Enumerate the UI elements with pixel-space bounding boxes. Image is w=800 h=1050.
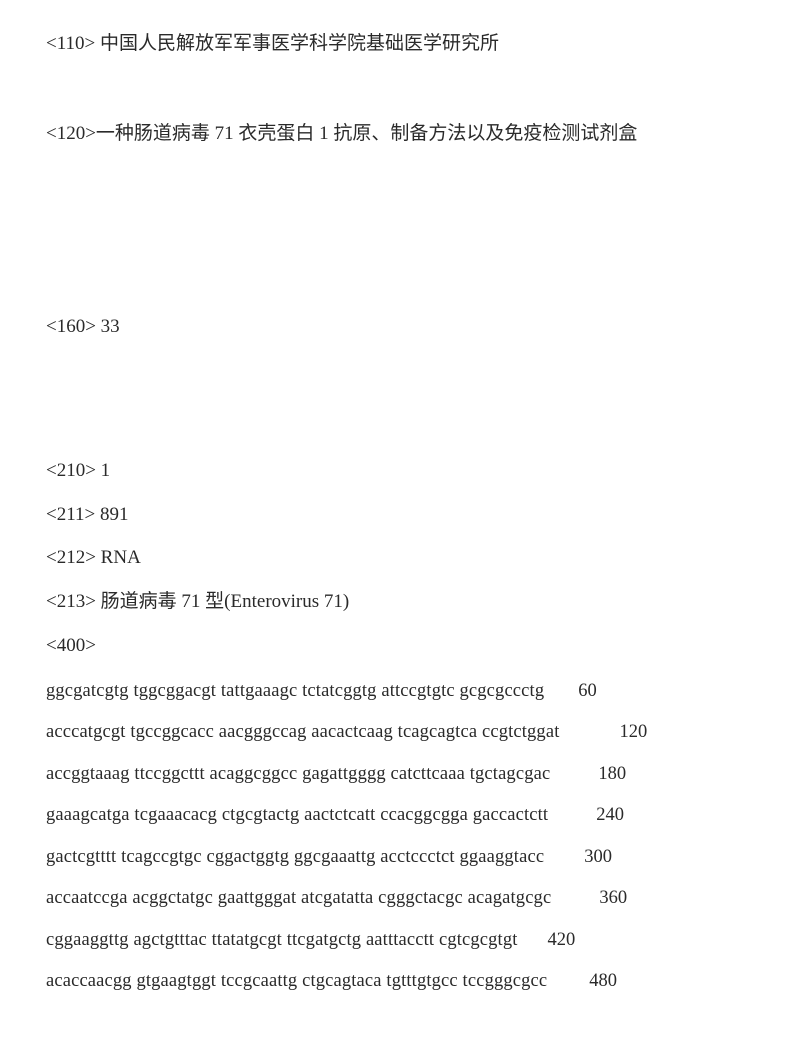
sequence-row: cggaaggttg agctgtttac ttatatgcgt ttcgatg…: [46, 931, 760, 950]
tag-400: <400>: [46, 624, 760, 668]
spacer: [46, 155, 760, 305]
sequence-text: acaccaacgg gtgaagtggt tccgcaattg ctgcagt…: [46, 972, 547, 991]
tag-160: <160> 33: [46, 305, 760, 349]
sequence-pos: 120: [620, 723, 648, 742]
spacer: [46, 66, 760, 112]
sequence-pos: 180: [598, 765, 626, 784]
tag-120: <120>一种肠道病毒 71 衣壳蛋白 1 抗原、制备方法以及免疫检测试剂盒: [46, 112, 760, 156]
sequence-text: accggtaaag ttccggcttt acaggcggcc gagattg…: [46, 765, 550, 784]
sequence-row: accaatccga acggctatgc gaattgggat atcgata…: [46, 889, 760, 908]
tag-211: <211> 891: [46, 493, 760, 537]
spacer: [46, 349, 760, 449]
sequence-row: acaccaacgg gtgaagtggt tccgcaattg ctgcagt…: [46, 972, 760, 991]
sequence-pos: 420: [548, 931, 576, 950]
sequence-row: acccatgcgt tgccggcacc aacgggccag aacactc…: [46, 723, 760, 742]
sequence-row: gactcgtttt tcagccgtgc cggactggtg ggcgaaa…: [46, 848, 760, 867]
sequence-row: accggtaaag ttccggcttt acaggcggcc gagattg…: [46, 765, 760, 784]
sequence-row: gaaagcatga tcgaaacacg ctgcgtactg aactctc…: [46, 806, 760, 825]
sequence-pos: 480: [589, 972, 617, 991]
sequence-text: gaaagcatga tcgaaacacg ctgcgtactg aactctc…: [46, 806, 548, 825]
sequence-text: ggcgatcgtg tggcggacgt tattgaaagc tctatcg…: [46, 682, 544, 701]
tag-212: <212> RNA: [46, 536, 760, 580]
sequence-pos: 360: [599, 889, 627, 908]
sequence-text: acccatgcgt tgccggcacc aacgggccag aacactc…: [46, 723, 560, 742]
tag-213: <213> 肠道病毒 71 型(Enterovirus 71): [46, 580, 760, 624]
tag-110: <110> 中国人民解放军军事医学科学院基础医学研究所: [46, 22, 760, 66]
sequence-pos: 60: [578, 682, 597, 701]
sequence-row: ggcgatcgtg tggcggacgt tattgaaagc tctatcg…: [46, 682, 760, 701]
sequence-pos: 300: [584, 848, 612, 867]
sequence-text: gactcgtttt tcagccgtgc cggactggtg ggcgaaa…: [46, 848, 544, 867]
sequence-pos: 240: [596, 806, 624, 825]
sequence-text: cggaaggttg agctgtttac ttatatgcgt ttcgatg…: [46, 931, 518, 950]
sequence-text: accaatccga acggctatgc gaattgggat atcgata…: [46, 889, 551, 908]
tag-210: <210> 1: [46, 449, 760, 493]
